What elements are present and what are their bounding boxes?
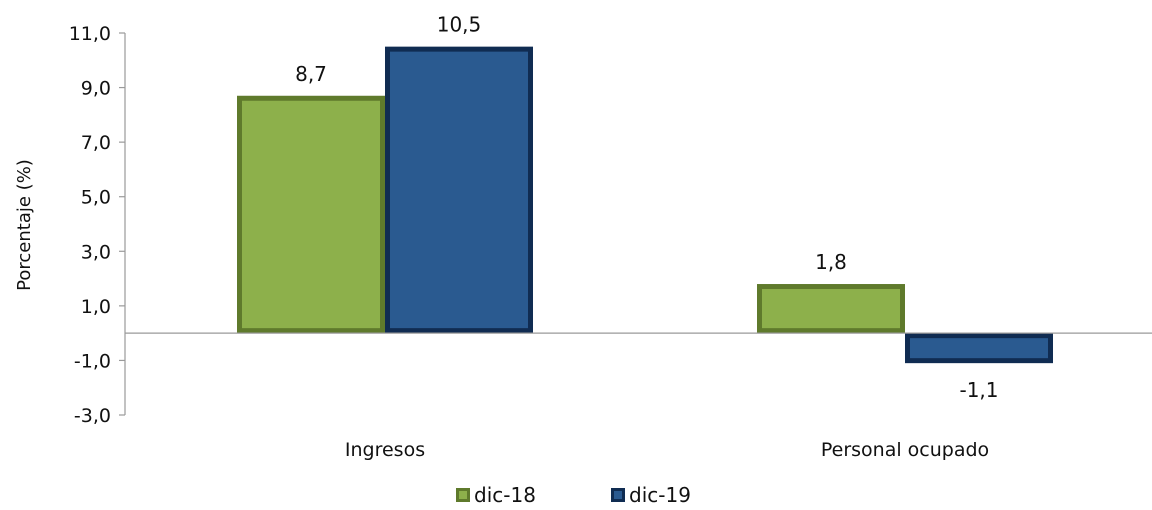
y-tick-label: 9,0 [81, 78, 111, 100]
data-label: 8,7 [295, 62, 327, 86]
legend-label: dic-18 [474, 483, 536, 507]
y-tick-label: 5,0 [81, 187, 111, 209]
category-label: Personal ocupado [821, 439, 989, 461]
bar-face [762, 289, 900, 329]
y-tick-label: 11,0 [69, 23, 111, 45]
y-axis-label: Porcentaje (%) [14, 159, 35, 291]
bar-dic-18-0 [237, 95, 385, 334]
category-label: Ingresos [345, 439, 425, 461]
y-tick-label: -1,0 [74, 350, 111, 372]
data-label: 10,5 [437, 13, 482, 37]
y-tick-label: 3,0 [81, 241, 111, 263]
bar-dic-18-1 [757, 284, 905, 334]
legend-swatch-face [614, 491, 622, 499]
bar-face [242, 100, 380, 329]
y-axis: 11,0 9,0 7,0 5,0 3,0 1,0 -1,0 -3,0 [69, 23, 126, 427]
legend-label: dic-19 [629, 483, 691, 507]
bar-face [910, 338, 1048, 359]
bar-dic-19-1 [905, 333, 1053, 364]
bar-face [390, 51, 528, 329]
bar-dic-19-0 [385, 46, 533, 334]
legend-item-dic-19: dic-19 [611, 483, 691, 507]
legend: dic-18 dic-19 [456, 483, 691, 507]
y-tick-label: 7,0 [81, 132, 111, 154]
legend-item-dic-18: dic-18 [456, 483, 536, 507]
legend-swatch-face [459, 491, 467, 499]
data-label: 1,8 [815, 250, 847, 274]
y-tick-label: -3,0 [74, 405, 111, 427]
data-label: -1,1 [959, 378, 998, 402]
data-labels: 8,7 10,5 1,8 -1,1 [295, 13, 998, 403]
category-labels: Ingresos Personal ocupado [345, 439, 989, 461]
bars [237, 46, 1053, 364]
y-tick-label: 1,0 [81, 296, 111, 318]
